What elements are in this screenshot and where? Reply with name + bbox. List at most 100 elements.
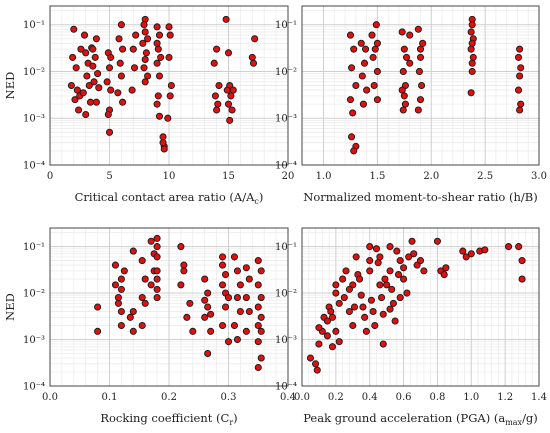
- data-point: [518, 257, 526, 265]
- data-point: [254, 257, 262, 265]
- data-point: [167, 81, 175, 90]
- y-axis-label: NED: [3, 293, 17, 321]
- data-point: [518, 275, 526, 283]
- data-point: [515, 243, 523, 251]
- data-point: [233, 294, 241, 302]
- data-point: [401, 100, 409, 108]
- data-point: [415, 67, 423, 76]
- data-point: [249, 59, 258, 67]
- x-axis-label: Normalized moment-to-shear ratio (h/B): [303, 190, 537, 204]
- data-point: [350, 303, 359, 311]
- data-point: [159, 133, 167, 141]
- data-point: [159, 139, 167, 147]
- data-point: [468, 59, 476, 67]
- data-point: [129, 45, 137, 53]
- data-point: [155, 72, 164, 80]
- plot-frame: [49, 5, 289, 166]
- data-point: [376, 253, 384, 261]
- data-point: [229, 86, 237, 94]
- data-point: [141, 299, 149, 307]
- data-point: [147, 281, 155, 289]
- data-point: [410, 250, 418, 258]
- data-point: [400, 92, 408, 100]
- data-point: [207, 327, 215, 335]
- data-point: [504, 243, 513, 251]
- x-tick-label: 1.5: [369, 171, 385, 182]
- data-point: [153, 243, 161, 251]
- data-point: [230, 253, 238, 261]
- panel-2: 10⁻⁴ 10⁻³ 10⁻² 10⁻¹ 1.0 1.5 2.0 2.5 3.0 Normalize…: [275, 5, 547, 204]
- y-tick-label: 10⁻¹: [23, 242, 45, 253]
- data-point: [117, 285, 125, 293]
- data-point: [226, 116, 234, 124]
- data-point: [75, 106, 83, 114]
- data-point: [360, 59, 369, 67]
- data-point: [153, 275, 161, 283]
- data-point: [72, 64, 80, 72]
- data-point: [186, 299, 194, 307]
- data-point: [218, 281, 227, 289]
- data-point: [367, 296, 375, 304]
- data-point: [153, 294, 161, 302]
- data-point: [348, 133, 356, 141]
- x-tick-label: 0.3: [221, 392, 237, 403]
- data-point: [211, 92, 219, 100]
- data-point: [147, 237, 155, 245]
- x-tick-label: 15: [222, 171, 235, 182]
- data-point: [89, 62, 97, 70]
- data-point: [144, 72, 152, 80]
- data-point: [408, 237, 416, 245]
- data-point: [516, 45, 524, 53]
- data-point: [92, 98, 100, 106]
- panel-4: 10⁻⁴ 10⁻³ 10⁻² 10⁻¹ 0.0 0.2 0.4 0.6 0.8 1.0 1.2 1.4…: [275, 227, 547, 427]
- data-point: [342, 267, 350, 275]
- data-point: [391, 317, 399, 325]
- data-point: [349, 109, 357, 117]
- data-point: [346, 31, 355, 39]
- data-point: [189, 327, 197, 335]
- data-point: [383, 281, 391, 289]
- data-point: [398, 28, 406, 36]
- data-point: [416, 53, 425, 61]
- data-point: [352, 81, 360, 90]
- data-point: [242, 327, 250, 335]
- data-point: [469, 53, 477, 61]
- data-point: [399, 106, 407, 114]
- data-point: [350, 147, 358, 155]
- data-point: [91, 53, 99, 61]
- data-point: [153, 267, 161, 275]
- data-point: [400, 264, 408, 272]
- data-point: [352, 253, 360, 261]
- data-point: [368, 31, 376, 39]
- data-point: [82, 110, 90, 119]
- data-point: [345, 308, 353, 316]
- y-tick-label: 10⁻³: [23, 335, 45, 346]
- data-point: [467, 250, 475, 258]
- data-point: [467, 45, 475, 53]
- data-point: [95, 84, 103, 92]
- data-point: [332, 289, 340, 297]
- data-point: [357, 39, 365, 47]
- data-point: [153, 100, 161, 108]
- data-point: [140, 21, 148, 29]
- data-point: [245, 275, 253, 283]
- x-tick-label: 20: [282, 171, 295, 182]
- data-point: [323, 317, 331, 325]
- data-point: [201, 296, 209, 304]
- data-point: [117, 308, 125, 316]
- x-tick-label: 0.0: [294, 392, 310, 403]
- data-point: [405, 253, 413, 261]
- x-axis-label: Rocking coefficient (Cr): [100, 411, 237, 427]
- data-point: [153, 39, 161, 47]
- data-point: [315, 340, 323, 348]
- data-point: [257, 267, 265, 275]
- data-point: [183, 313, 191, 321]
- data-point: [418, 81, 426, 90]
- x-tick-label: 2.0: [423, 171, 439, 182]
- data-point: [335, 299, 343, 307]
- data-point: [117, 321, 125, 330]
- data-point: [67, 81, 75, 90]
- data-point: [129, 247, 137, 255]
- data-point: [103, 78, 111, 86]
